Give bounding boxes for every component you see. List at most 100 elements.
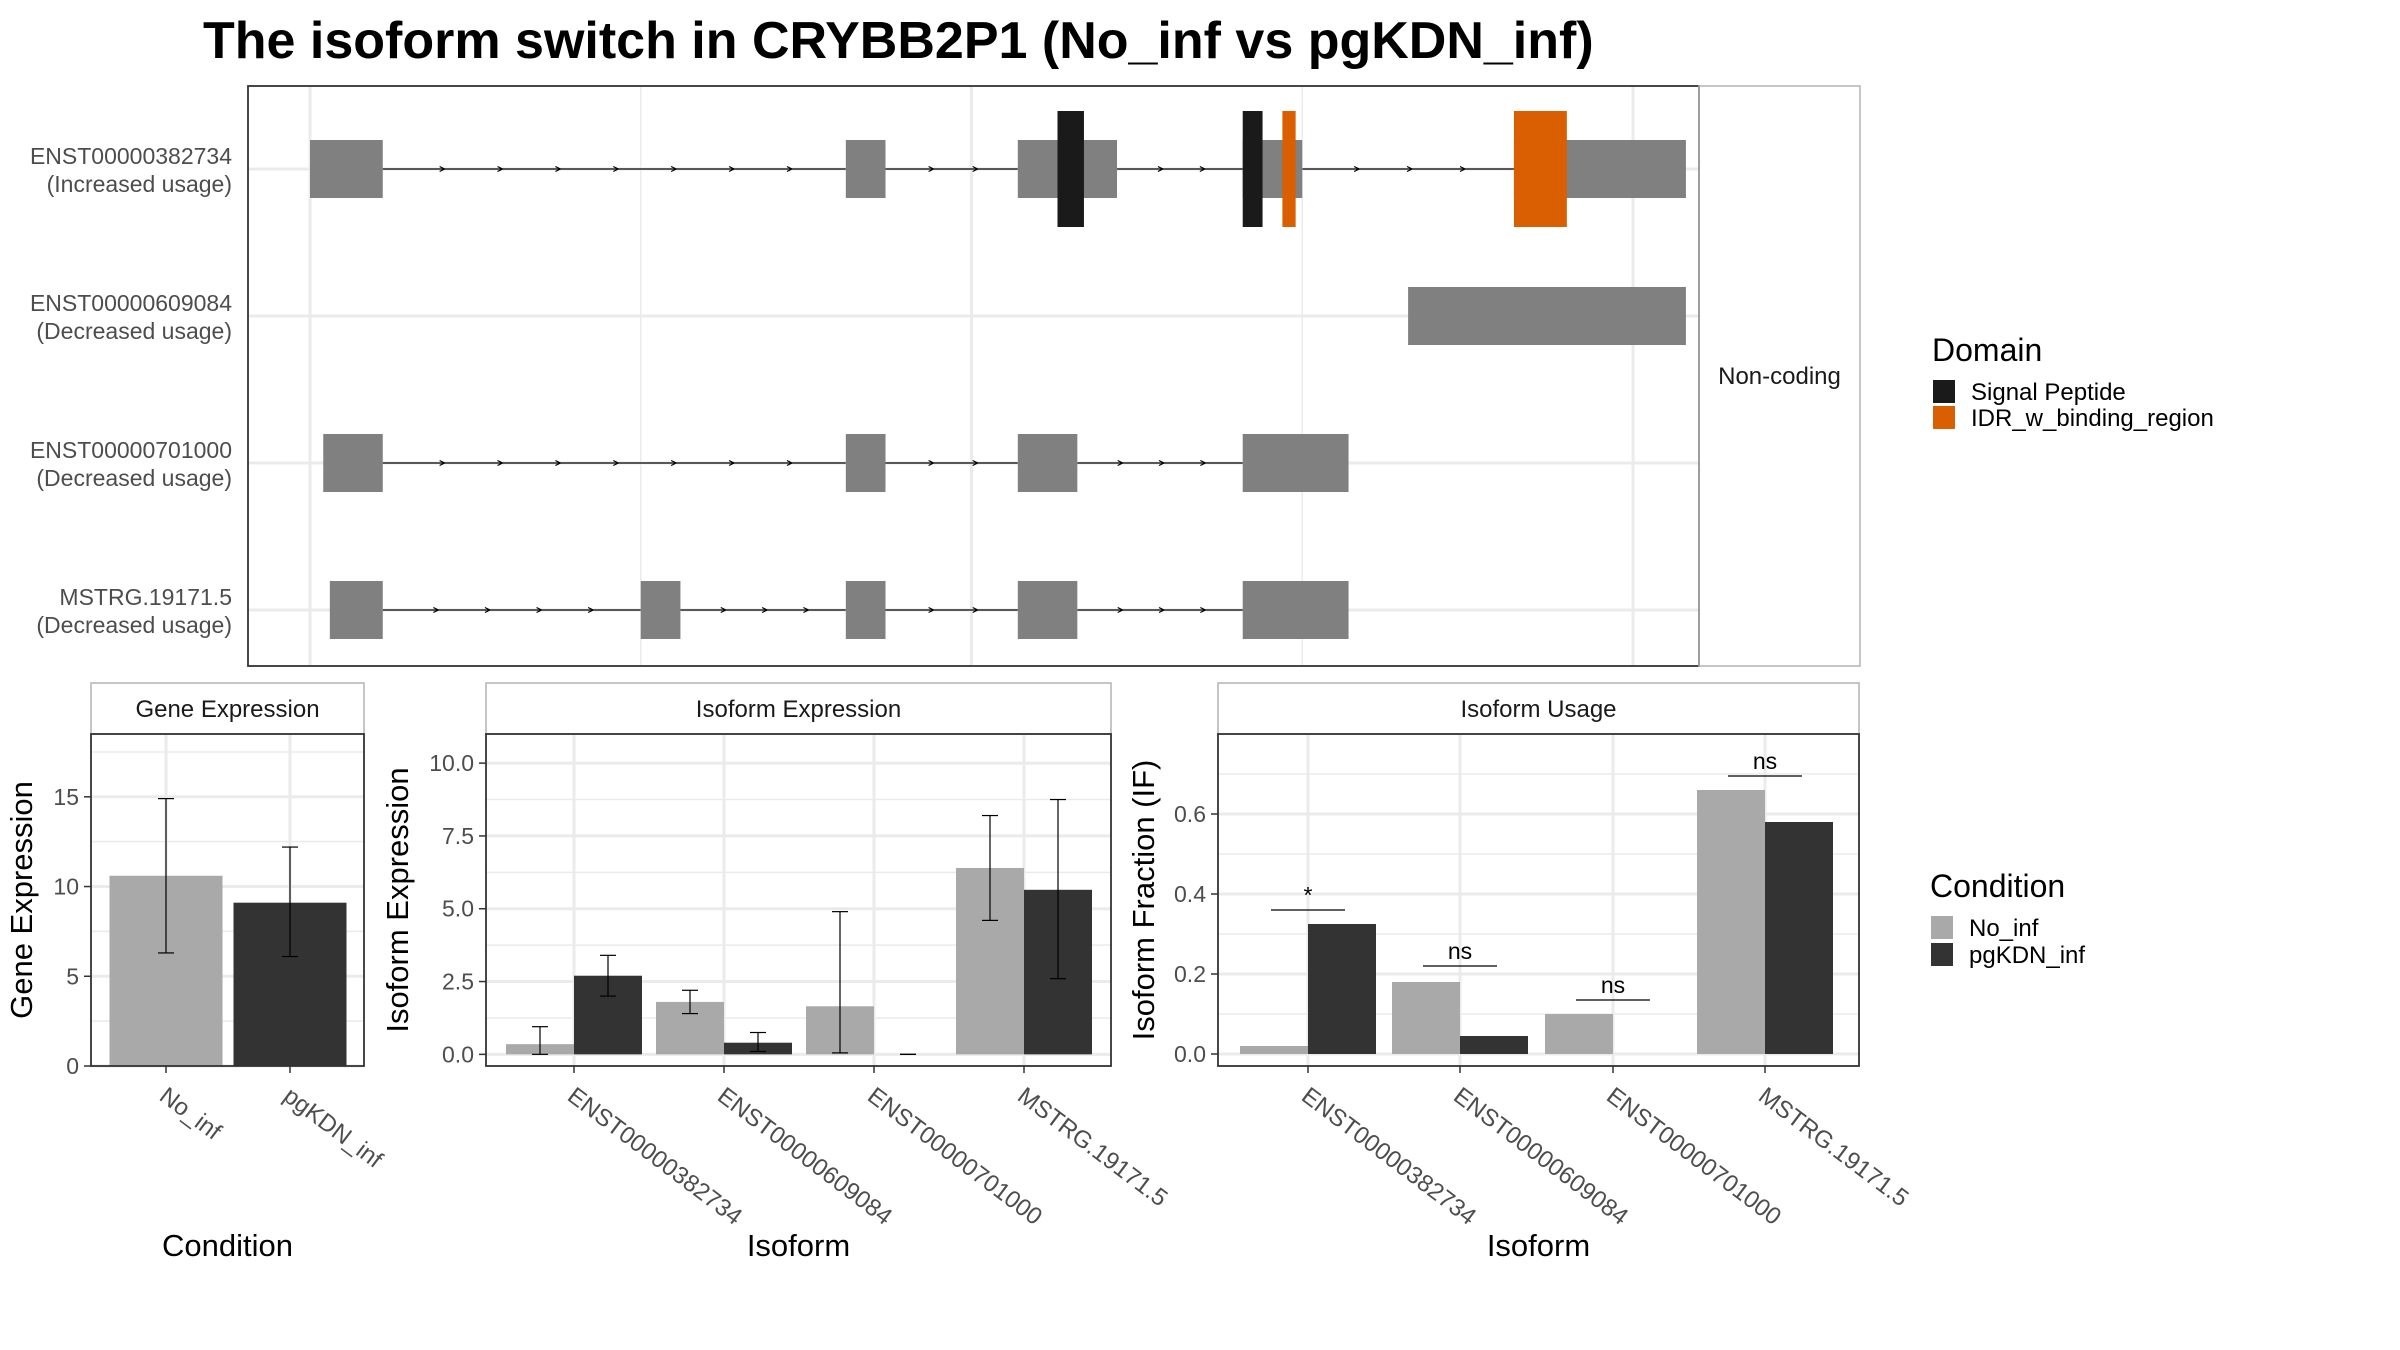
- y-tick-label: 0: [66, 1053, 79, 1079]
- bar-No_inf: [1240, 1046, 1308, 1054]
- intron-arrow-icon: [928, 165, 935, 173]
- legend-swatch: [1933, 406, 1955, 429]
- intron-arrow-icon: [1200, 606, 1207, 614]
- intron-arrow-icon: [972, 606, 980, 614]
- intron-arrow-icon: [761, 606, 769, 614]
- chart-panel-border: [1217, 733, 1860, 1067]
- y-tick-label: 10.0: [429, 750, 474, 776]
- intron-arrow-icon: [928, 459, 935, 467]
- intron-arrow-icon: [803, 606, 810, 614]
- intron-arrow-icon: [1406, 165, 1414, 173]
- legend-title: Condition: [1930, 868, 2065, 904]
- intron-arrow-icon: [1158, 459, 1166, 467]
- legend-label: pgKDN_inf: [1969, 942, 2085, 969]
- intron-arrow-icon: [536, 606, 543, 614]
- exon-block: [1242, 434, 1349, 492]
- legend-label: Signal Peptide: [1971, 379, 2126, 406]
- intron-arrow-icon: [728, 165, 736, 173]
- chart-title: Isoform Expression: [696, 696, 901, 723]
- y-axis-title: Gene Expression: [4, 781, 39, 1019]
- intron-arrow-icon: [972, 459, 980, 467]
- significance-label: ns: [1753, 748, 1777, 774]
- significance-label: *: [1304, 882, 1313, 908]
- intron-arrow-icon: [439, 459, 446, 467]
- isoform-usage-label: (Decreased usage): [36, 465, 232, 491]
- intron-arrow-icon: [670, 165, 678, 173]
- gene-expression-chart: Gene Expression 0 5 10 15 No_inf pgKDN_inf Cond…: [4, 682, 388, 1263]
- intron-arrow-icon: [497, 459, 504, 467]
- y-tick-label: 0.4: [1174, 881, 1206, 907]
- bar-No_inf: [1697, 790, 1765, 1054]
- exon-block: [323, 434, 383, 492]
- signal-peptide-domain: [1057, 111, 1084, 227]
- significance-label: ns: [1601, 972, 1625, 998]
- y-tick-label: 0.2: [1174, 961, 1206, 987]
- y-axis-title: Isoform Fraction (IF): [1126, 760, 1161, 1041]
- y-tick-label: 10: [53, 874, 79, 900]
- intron-arrow-icon: [670, 459, 678, 467]
- y-tick-label: 2.5: [442, 969, 474, 995]
- intron-arrow-icon: [1459, 165, 1467, 173]
- intron-arrow-icon: [928, 606, 935, 614]
- intron-arrow-icon: [1158, 606, 1166, 614]
- exon-block: [1408, 287, 1686, 345]
- x-axis-title: Condition: [162, 1228, 293, 1263]
- intron-arrow-icon: [728, 459, 736, 467]
- x-axis-title: Isoform: [747, 1228, 850, 1263]
- isoform-usage-chart: Isoform Usage*nsnsns0.00.20.40.6ENST0000…: [1126, 682, 1913, 1263]
- chart-strip: [485, 682, 1112, 735]
- intron-arrow-icon: [720, 606, 728, 614]
- x-tick-label: No_inf: [154, 1082, 226, 1146]
- isoform-usage-label: (Decreased usage): [36, 612, 232, 638]
- y-tick-label: 5: [66, 963, 79, 989]
- signal-peptide-domain: [1242, 111, 1263, 227]
- strip-border: [1698, 85, 1861, 667]
- bar-pgKDN_inf: [1765, 822, 1833, 1054]
- legend-label: IDR_w_binding_region: [1971, 405, 2214, 432]
- exon-block: [1017, 581, 1078, 639]
- legend-swatch: [1931, 916, 1953, 939]
- x-tick-label: pgKDN_inf: [278, 1082, 387, 1174]
- intron-arrow-icon: [555, 165, 562, 173]
- intron-arrow-icon: [1353, 165, 1361, 173]
- exon-block: [845, 140, 886, 198]
- x-axis-title: Isoform: [1487, 1228, 1590, 1263]
- exon-block: [845, 581, 886, 639]
- intron-arrow-icon: [1117, 606, 1125, 614]
- y-tick-label: 0.6: [1174, 801, 1206, 827]
- intron-arrow-icon: [972, 165, 980, 173]
- structure-panel-border: [247, 85, 1700, 667]
- significance-label: ns: [1448, 938, 1472, 964]
- figure-title: The isoform switch in CRYBB2P1 (No_inf v…: [203, 12, 1594, 70]
- legend-title: Domain: [1932, 332, 2042, 368]
- isoform-usage-label: (Increased usage): [47, 171, 232, 197]
- exon-block: [310, 140, 383, 198]
- intron-arrow-icon: [1117, 459, 1125, 467]
- intron-arrow-icon: [555, 459, 562, 467]
- intron-arrow-icon: [439, 165, 446, 173]
- x-tick-label: MSTRG.19171.5: [1753, 1082, 1913, 1212]
- intron-arrow-icon: [786, 459, 794, 467]
- intron-arrow-icon: [484, 606, 492, 614]
- idr-domain: [1513, 111, 1567, 227]
- intron-arrow-icon: [497, 165, 504, 173]
- y-tick-label: 5.0: [442, 896, 474, 922]
- intron-arrow-icon: [613, 165, 620, 173]
- transcript-structure-panel: ENST00000382734(Increased usage) ENST0000…: [30, 85, 1861, 667]
- idr-domain: [1282, 111, 1296, 227]
- isoform-id-label: ENST00000382734: [30, 143, 232, 169]
- isoform-id-label: ENST00000609084: [30, 290, 232, 316]
- y-tick-label: 0.0: [1174, 1041, 1206, 1067]
- strip-label: Non-coding: [1718, 363, 1841, 390]
- chart-title: Gene Expression: [135, 696, 319, 723]
- legend-swatch: [1931, 943, 1953, 966]
- bar-No_inf: [1392, 982, 1460, 1054]
- bar-No_inf: [1545, 1014, 1613, 1054]
- exon-block: [1242, 581, 1349, 639]
- intron-arrow-icon: [433, 606, 440, 614]
- intron-arrow-icon: [1200, 459, 1207, 467]
- exon-block: [845, 434, 886, 492]
- intron-arrow-icon: [1199, 165, 1207, 173]
